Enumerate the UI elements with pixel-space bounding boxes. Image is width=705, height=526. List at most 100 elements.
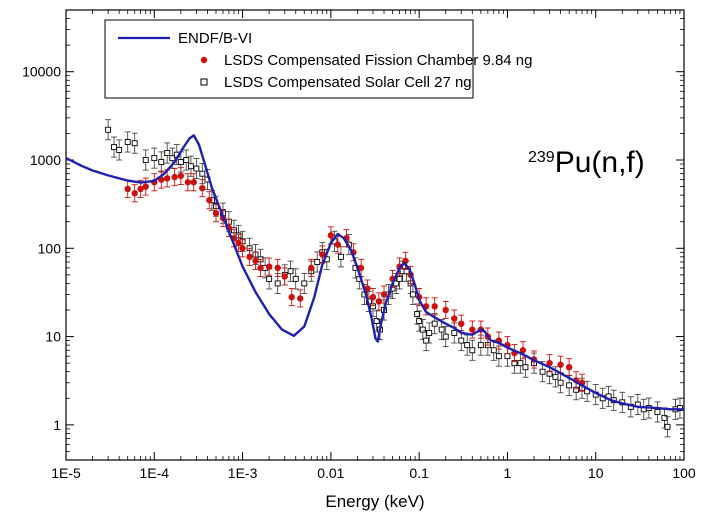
solar-point xyxy=(552,373,559,380)
solar-point xyxy=(396,275,403,282)
solar-point xyxy=(292,275,299,282)
fission-point xyxy=(171,173,178,181)
solar-point xyxy=(458,337,465,344)
legend-box xyxy=(104,19,474,99)
solar-point xyxy=(409,291,416,298)
solar-point xyxy=(451,329,458,336)
fission-point xyxy=(380,291,388,298)
fission-point xyxy=(274,264,281,272)
solar-point xyxy=(187,163,194,170)
y-tick-label: 1000 xyxy=(30,152,61,168)
fission-point xyxy=(212,209,220,217)
solar-point xyxy=(193,165,200,172)
solar-point xyxy=(183,157,190,163)
y-tick-label: 100 xyxy=(38,240,62,256)
fission-point xyxy=(297,295,304,302)
fission-point xyxy=(163,175,171,182)
solar-point xyxy=(111,144,117,151)
fission-point xyxy=(369,293,377,301)
legend-marker-solar xyxy=(200,78,208,86)
solar-point xyxy=(426,329,433,336)
fission-point xyxy=(458,320,465,327)
solar-point xyxy=(337,253,344,260)
x-tick-label: 1 xyxy=(504,465,512,481)
legend: ENDF/B-VI LSDS Compensated Fission Chamb… xyxy=(104,19,533,99)
y-tick-label: 1 xyxy=(53,417,61,433)
solar-point xyxy=(105,126,112,133)
fission-point xyxy=(288,293,295,301)
solar-point xyxy=(490,347,497,354)
fission-point xyxy=(519,347,527,354)
solar-point xyxy=(373,318,380,324)
y-tick-label: 10000 xyxy=(22,64,61,80)
solar-point xyxy=(661,414,668,421)
fission-point xyxy=(565,363,573,371)
fission-point xyxy=(137,185,144,193)
solar-point xyxy=(416,318,423,324)
legend-label-solar: LSDS Compensated Solar Cell 27 ng xyxy=(224,74,472,91)
solar-point xyxy=(199,170,206,177)
solar-point xyxy=(469,347,476,354)
y-axis: 1 10 100 1000 10000 xyxy=(22,9,684,461)
fission-point xyxy=(327,232,335,239)
solar-point xyxy=(266,275,273,282)
fission-point xyxy=(334,241,342,248)
series-layer xyxy=(65,119,684,438)
x-axis: 1E-5 1E-4 1E-3 0.01 0.1 1 10 100 xyxy=(51,10,696,481)
solar-point xyxy=(116,146,123,153)
fission-point xyxy=(235,239,242,247)
fission-point xyxy=(257,264,264,272)
x-tick-label: 0.01 xyxy=(317,465,344,481)
solar-point xyxy=(169,155,176,162)
series-line-endf xyxy=(65,134,684,411)
solar-point xyxy=(314,259,321,265)
x-tick-label: 100 xyxy=(672,465,696,481)
solar-point xyxy=(664,423,671,430)
solar-point xyxy=(158,159,165,165)
solar-point xyxy=(539,368,546,375)
solar-point xyxy=(131,140,138,147)
solar-point xyxy=(419,326,426,333)
fission-point xyxy=(375,298,383,305)
fission-point xyxy=(131,190,138,197)
solar-point xyxy=(124,139,131,145)
solar-point xyxy=(517,360,524,367)
legend-label-endf: ENDF/B-VI xyxy=(178,30,252,47)
solar-point xyxy=(301,280,308,287)
fission-point xyxy=(199,184,206,192)
annotation-superscript: 239 xyxy=(528,149,555,166)
x-tick-label: 1E-3 xyxy=(228,465,258,481)
x-tick-label: 1E-4 xyxy=(139,465,169,481)
solar-point xyxy=(142,157,149,163)
solar-point xyxy=(654,409,661,415)
fission-point xyxy=(239,245,246,252)
fission-point xyxy=(281,273,288,280)
solar-point xyxy=(522,364,529,371)
solar-point xyxy=(495,353,502,360)
fission-point xyxy=(308,264,315,272)
fission-point xyxy=(190,179,197,186)
x-tick-label: 0.1 xyxy=(409,465,429,481)
solar-point xyxy=(464,342,471,349)
solar-point xyxy=(151,155,158,162)
fission-point xyxy=(265,263,273,270)
solar-point xyxy=(677,405,683,412)
fission-point xyxy=(177,172,185,180)
solar-point xyxy=(477,342,484,349)
solar-point xyxy=(274,280,281,287)
fission-point xyxy=(364,285,371,292)
legend-marker-fission xyxy=(200,56,208,64)
solar-point xyxy=(431,320,438,327)
fission-point xyxy=(431,303,438,310)
annotation-text: Pu(n,f) xyxy=(555,146,645,179)
solar-point xyxy=(287,268,294,275)
fission-point xyxy=(246,253,253,261)
fission-point xyxy=(142,183,149,190)
solar-point xyxy=(557,379,564,386)
solar-point xyxy=(438,326,445,333)
annotation: 239Pu(n,f) xyxy=(528,146,645,179)
fission-point xyxy=(252,257,259,265)
fission-point xyxy=(206,197,213,204)
solar-point xyxy=(414,311,421,317)
